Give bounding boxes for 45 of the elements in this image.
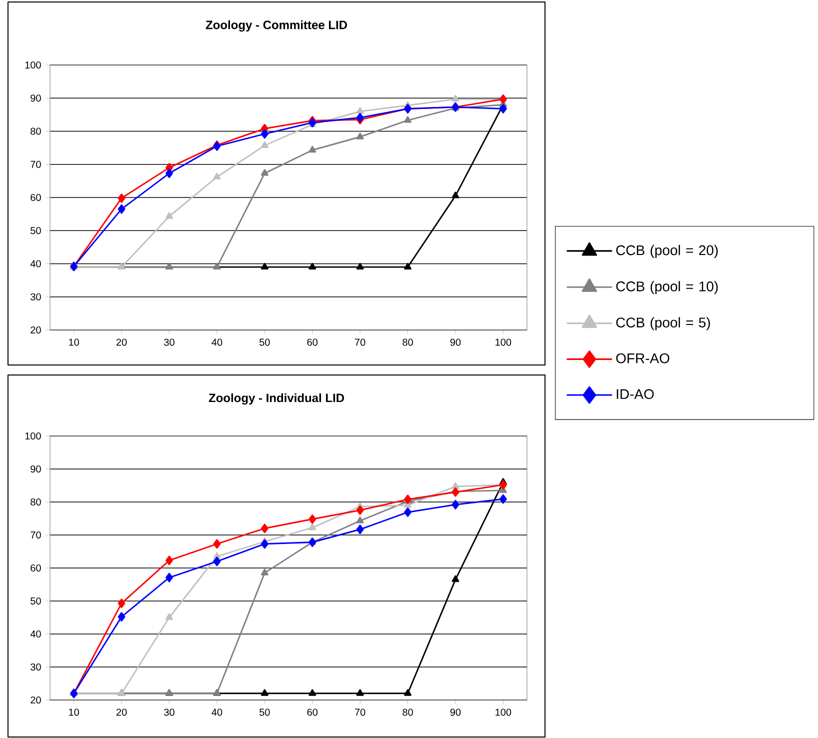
y-tick-label: 70 bbox=[30, 160, 41, 168]
x-tick-label: 50 bbox=[259, 708, 270, 716]
y-tick-label: 20 bbox=[30, 326, 41, 334]
x-tick-label: 100 bbox=[496, 338, 512, 346]
chart-title: Zoology - Committee LID bbox=[206, 20, 347, 32]
y-tick-label: 100 bbox=[25, 61, 41, 69]
x-tick-label: 70 bbox=[355, 708, 366, 716]
chart-title: Zoology - Individual LID bbox=[208, 393, 344, 405]
x-tick-label: 80 bbox=[402, 338, 413, 346]
x-tick-label: 10 bbox=[69, 708, 80, 716]
y-tick-label: 90 bbox=[30, 465, 41, 473]
y-tick-label: 30 bbox=[30, 293, 41, 300]
y-tick-label: 50 bbox=[30, 597, 41, 605]
x-tick-label: 30 bbox=[164, 338, 174, 346]
x-tick-label: 50 bbox=[259, 338, 270, 346]
y-tick-label: 20 bbox=[30, 696, 41, 704]
legend-label: CCB (pool = 5) bbox=[616, 317, 710, 330]
y-tick-label: 40 bbox=[30, 260, 41, 268]
x-tick-label: 80 bbox=[402, 708, 413, 716]
y-tick-label: 60 bbox=[30, 194, 41, 202]
x-tick-label: 10 bbox=[69, 338, 80, 346]
x-tick-label: 20 bbox=[116, 708, 127, 716]
x-tick-label: 30 bbox=[164, 708, 174, 716]
x-tick-label: 90 bbox=[450, 708, 461, 716]
x-tick-label: 90 bbox=[450, 338, 461, 346]
legend-label: CCB (pool = 20) bbox=[616, 244, 718, 258]
y-tick-label: 50 bbox=[30, 227, 41, 234]
x-tick-label: 100 bbox=[496, 708, 512, 716]
y-tick-label: 100 bbox=[25, 432, 41, 440]
y-tick-label: 80 bbox=[30, 498, 41, 506]
y-tick-label: 60 bbox=[30, 564, 41, 572]
x-tick-label: 60 bbox=[307, 338, 318, 346]
x-tick-label: 70 bbox=[355, 338, 366, 346]
y-tick-label: 70 bbox=[30, 531, 41, 539]
x-tick-label: 40 bbox=[212, 338, 222, 346]
legend-label: ID-AO bbox=[616, 389, 654, 400]
legend-label: CCB (pool = 10) bbox=[616, 281, 718, 294]
x-tick-label: 20 bbox=[116, 338, 127, 346]
x-tick-label: 40 bbox=[212, 708, 222, 716]
x-tick-label: 60 bbox=[307, 708, 318, 716]
y-tick-label: 80 bbox=[30, 128, 41, 135]
y-tick-label: 40 bbox=[30, 630, 41, 638]
legend-label: OFR-AO bbox=[616, 353, 670, 364]
y-tick-label: 90 bbox=[30, 94, 41, 102]
y-tick-label: 30 bbox=[30, 663, 41, 671]
